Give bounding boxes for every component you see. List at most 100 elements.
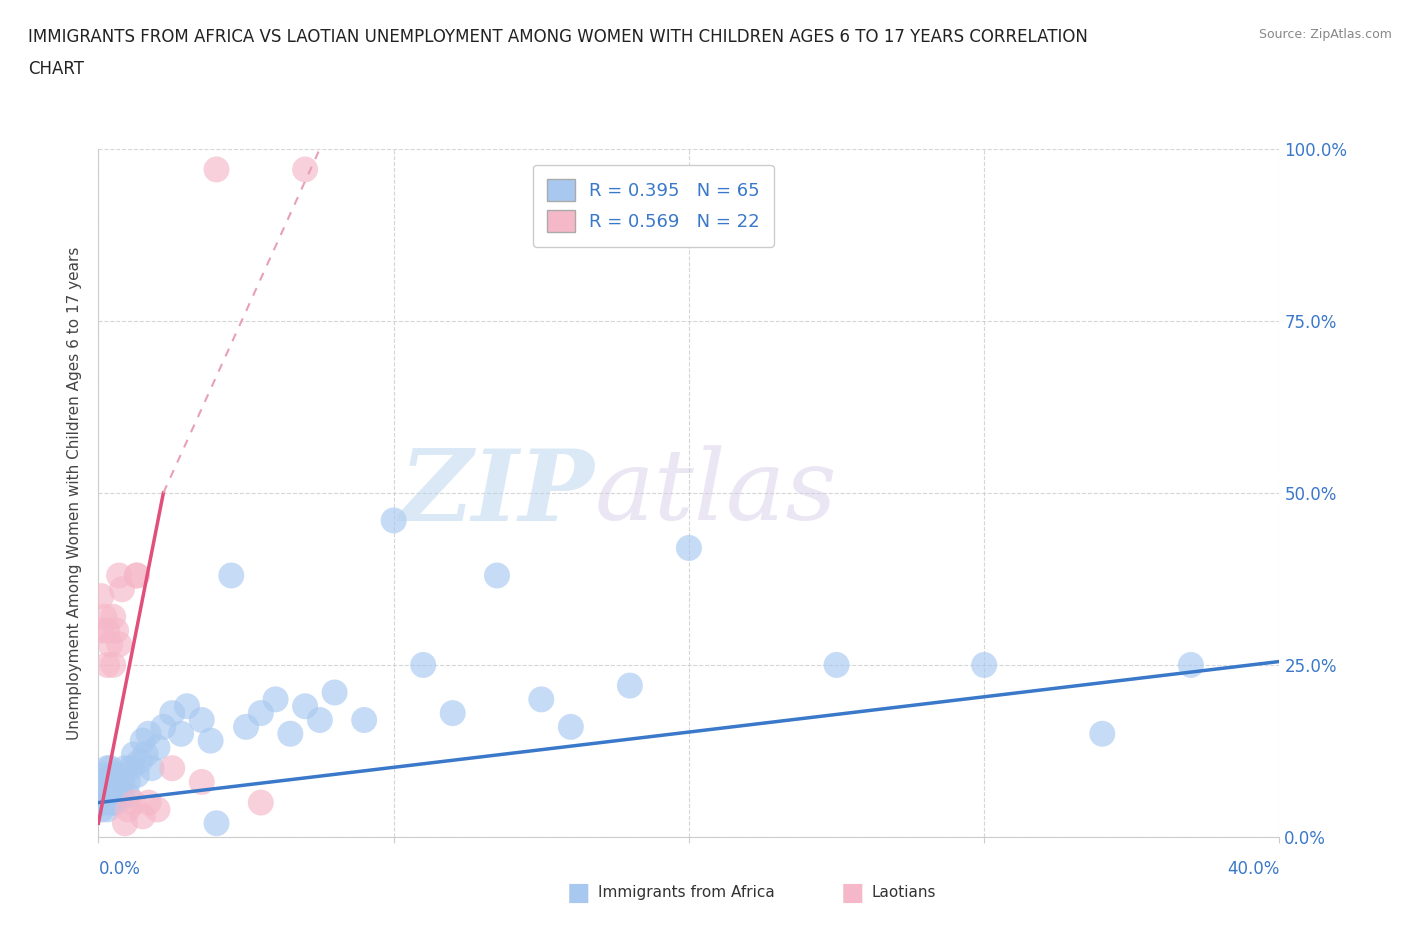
Point [103,795,125,810]
Point [138,726,160,741]
Point [138,795,160,810]
Point [170,726,193,741]
Point [264,692,287,707]
Point [200,733,222,748]
Point [103,781,125,796]
Point [93,609,115,624]
Point [93,767,115,782]
Y-axis label: Unemployment Among Women with Children Ages 6 to 17 years: Unemployment Among Women with Children A… [67,246,83,739]
Point [152,720,174,735]
Point [111,582,134,597]
Point [278,726,302,741]
Point [235,720,257,735]
Text: ■: ■ [841,881,865,905]
Point [93,795,115,810]
Point [176,698,198,713]
Point [96,658,118,672]
Text: ■: ■ [567,881,591,905]
Point [125,568,148,583]
Point [96,623,118,638]
Point [93,789,115,804]
Point [114,761,136,776]
Point [122,795,145,810]
Point [105,795,128,810]
Point [125,568,148,583]
Point [117,775,139,790]
Point [486,568,509,583]
Point [441,706,464,721]
Point [103,609,125,624]
Point [122,747,145,762]
Point [619,678,641,693]
Point [825,658,848,672]
Point [560,720,582,735]
Text: IMMIGRANTS FROM AFRICA VS LAOTIAN UNEMPLOYMENT AMONG WOMEN WITH CHILDREN AGES 6 : IMMIGRANTS FROM AFRICA VS LAOTIAN UNEMPL… [28,28,1088,46]
Point [250,795,273,810]
Point [323,685,346,700]
Point [382,513,405,528]
Point [205,816,228,830]
Point [219,568,242,583]
Point [105,789,128,804]
Point [1091,726,1114,741]
Point [108,781,131,796]
Point [135,747,157,762]
Point [103,658,125,672]
Point [90,589,112,604]
Text: 40.0%: 40.0% [1227,860,1279,878]
Point [146,802,169,817]
Point [132,809,155,824]
Point [294,162,316,177]
Point [294,698,316,713]
Point [103,767,125,782]
Point [1180,658,1202,672]
Point [117,802,139,817]
Point [96,789,118,804]
Point [108,767,131,782]
Point [412,658,434,672]
Point [191,712,214,727]
Point [90,802,112,817]
Text: CHART: CHART [28,60,84,78]
Point [93,775,115,790]
Point [530,692,553,707]
Point [111,789,134,804]
Point [678,540,700,555]
Point [96,802,118,817]
Point [98,637,121,652]
Point [108,568,131,583]
Point [162,761,183,776]
Point [98,775,121,790]
Point [132,733,155,748]
Text: 0.0%: 0.0% [98,860,141,878]
Point [146,740,169,755]
Text: Source: ZipAtlas.com: Source: ZipAtlas.com [1258,28,1392,41]
Point [250,706,273,721]
Point [96,781,118,796]
Point [128,754,150,769]
Point [96,761,118,776]
Point [98,789,121,804]
Point [98,761,121,776]
Point [108,637,131,652]
Text: ZIP: ZIP [399,445,595,541]
Point [309,712,332,727]
Point [120,761,142,776]
Text: Laotians: Laotians [872,885,936,900]
Text: atlas: atlas [595,445,837,540]
Point [98,795,121,810]
Point [117,789,139,804]
Point [191,775,214,790]
Point [141,761,163,776]
Point [105,623,128,638]
Point [90,623,112,638]
Point [162,706,183,721]
Legend: R = 0.395   N = 65, R = 0.569   N = 22: R = 0.395 N = 65, R = 0.569 N = 22 [533,165,775,246]
Point [90,781,112,796]
Text: Immigrants from Africa: Immigrants from Africa [598,885,775,900]
Point [90,795,112,810]
Point [111,775,134,790]
Point [205,162,228,177]
Point [125,767,148,782]
Point [973,658,995,672]
